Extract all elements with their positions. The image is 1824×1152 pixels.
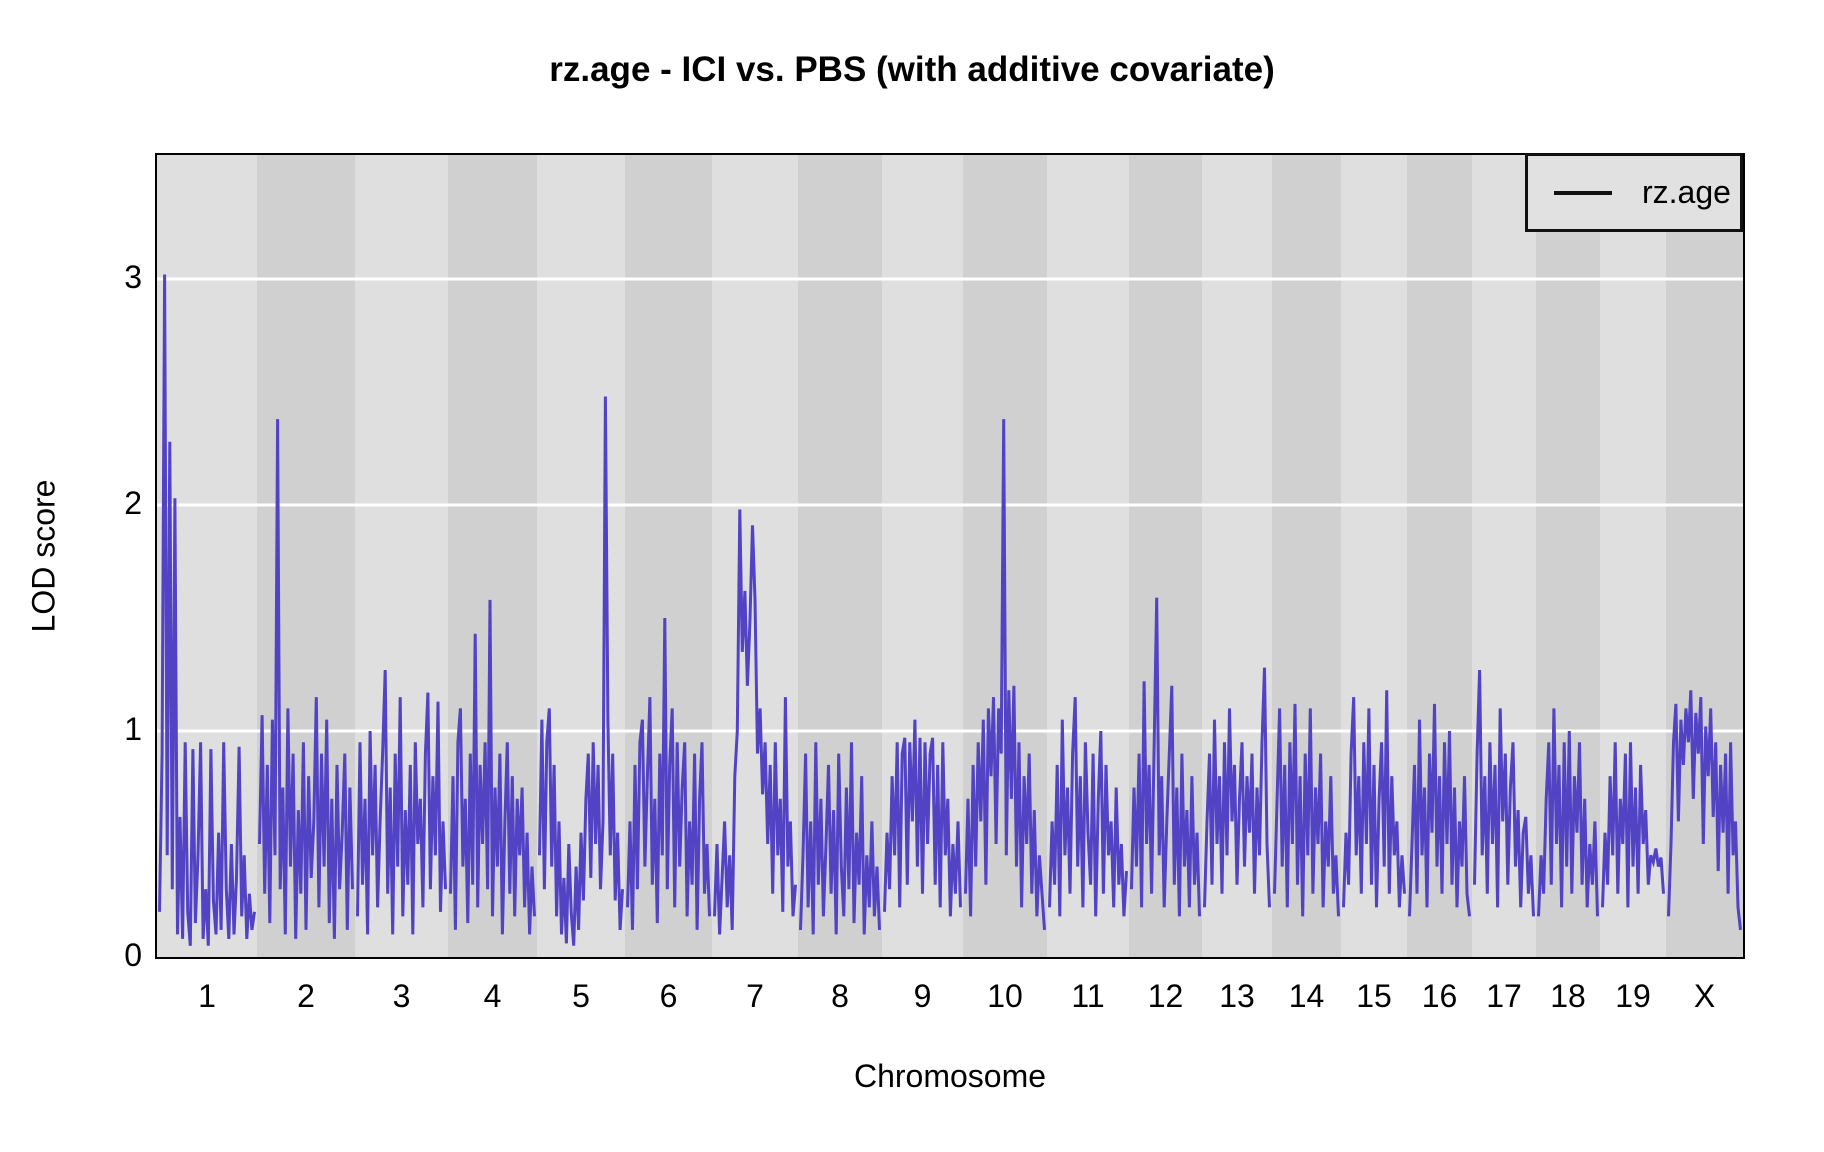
chart-title: rz.age - ICI vs. PBS (with additive cova… [549,50,1275,89]
lod-curve-chr-2 [258,419,354,939]
x-tick-label-chr-4: 4 [483,978,502,1014]
x-tick-label-chr-16: 16 [1421,978,1458,1014]
lod-curve-chr-11 [1048,697,1128,917]
lod-plot-canvas [157,155,1743,957]
x-tick-label-chr-7: 7 [746,978,764,1014]
y-tick-label-0: 0 [124,937,142,974]
x-tick-label-chr-13: 13 [1219,978,1255,1014]
lod-curve-chr-1 [158,274,256,946]
lod-curve-chr-19 [1601,742,1665,908]
lod-curve-chr-9 [883,719,962,917]
lod-curve-chr-3 [356,669,447,935]
x-tick-label-chr-2: 2 [297,978,315,1014]
lod-curve-chr-8 [799,742,881,935]
lod-curve-chr-7 [713,509,797,935]
x-tick-label-chr-17: 17 [1486,978,1522,1014]
lod-curve-chr-12 [1130,597,1201,917]
y-axis-title: LOD score [25,479,62,633]
lod-curve-chr-13 [1203,667,1271,908]
x-tick-label-chr-10: 10 [987,978,1023,1014]
legend-series-label: rz.age [1642,174,1731,210]
x-axis-title: Chromosome [853,1058,1047,1094]
x-tick-label-chr-8: 8 [831,978,849,1014]
x-tick-label-chr-12: 12 [1147,978,1184,1014]
legend-line-sample-icon [1554,190,1612,195]
x-tick-label-chr-18: 18 [1550,978,1586,1014]
lod-curve-chr-5 [538,396,624,946]
x-tick-label-chr-1: 1 [198,978,216,1014]
x-tick-label-chr-14: 14 [1288,978,1325,1014]
y-tick-label-1: 1 [124,711,142,748]
x-tick-label-chr-6: 6 [659,978,678,1014]
lod-curve-chr-15 [1342,690,1406,908]
x-tick-label-chr-3: 3 [392,978,411,1014]
lod-curve-chr-18 [1537,708,1599,917]
x-tick-label-chr-9: 9 [913,978,932,1014]
x-tick-label-chr-15: 15 [1356,978,1392,1014]
lod-curve-chr-17 [1473,669,1535,917]
plot-area [155,153,1745,959]
lod-curve-chr-6 [626,617,711,930]
lod-curve-chr-4 [449,599,536,935]
lod-curve-chr-10 [964,419,1046,931]
lod-curve-chr-16 [1408,703,1471,917]
x-tick-label-chr-5: 5 [572,978,590,1014]
x-tick-label-chr-19: 19 [1615,978,1651,1014]
lod-curve-chr-14 [1273,703,1340,917]
y-tick-label-2: 2 [124,485,142,522]
x-tick-label-chr-X: X [1693,978,1716,1014]
x-tick-label-chr-11: 11 [1071,978,1105,1014]
lod-curve-chr-X [1667,690,1742,931]
legend: rz.age [1525,153,1743,232]
y-tick-label-3: 3 [124,259,142,296]
